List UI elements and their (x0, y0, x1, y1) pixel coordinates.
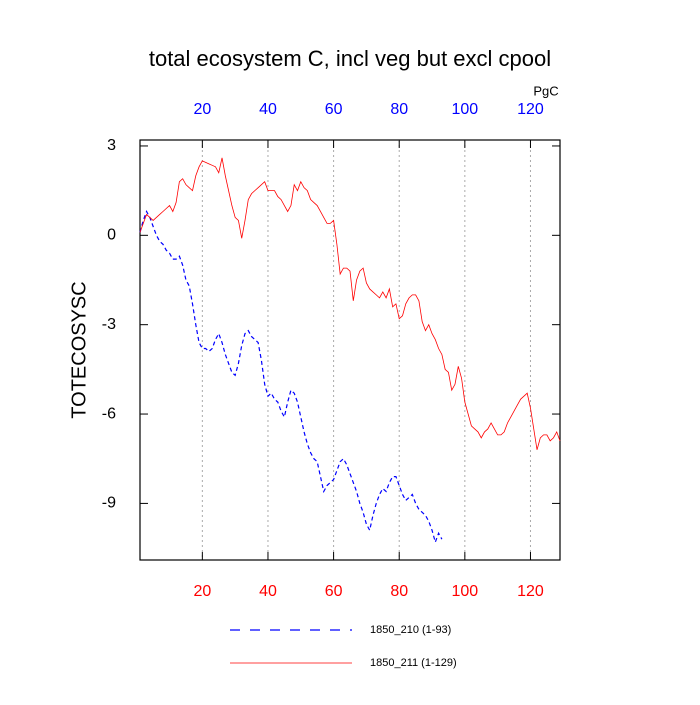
x-tick-label: 100 (451, 583, 478, 600)
x-tick-label-top: 120 (517, 101, 544, 118)
x-tick-label-top: 100 (451, 101, 478, 118)
x-tick-label: 60 (325, 583, 343, 600)
y-tick-label: -6 (102, 405, 116, 422)
units-label: PgC (533, 83, 558, 98)
x-tick-label: 80 (390, 583, 408, 600)
x-tick-label: 40 (259, 583, 277, 600)
y-tick-label: -9 (102, 495, 116, 512)
chart-title: total ecosystem C, incl veg but excl cpo… (149, 46, 551, 71)
x-tick-label: 20 (193, 583, 211, 600)
y-tick-label: 3 (107, 137, 116, 154)
y-tick-label: -3 (102, 316, 116, 333)
x-tick-label-top: 20 (193, 101, 211, 118)
x-tick-label: 120 (517, 583, 544, 600)
x-tick-label-top: 80 (390, 101, 408, 118)
series-line (139, 157, 561, 450)
y-tick-label: 0 (107, 227, 116, 244)
legend-label: 1850_210 (1-93) (370, 624, 451, 636)
series-line (139, 210, 443, 545)
plot-frame (139, 139, 561, 561)
y-axis-label: TOTECOSYSC (68, 281, 90, 418)
x-tick-label-top: 60 (325, 101, 343, 118)
x-tick-label-top: 40 (259, 101, 277, 118)
legend-label: 1850_211 (1-129) (370, 657, 457, 669)
